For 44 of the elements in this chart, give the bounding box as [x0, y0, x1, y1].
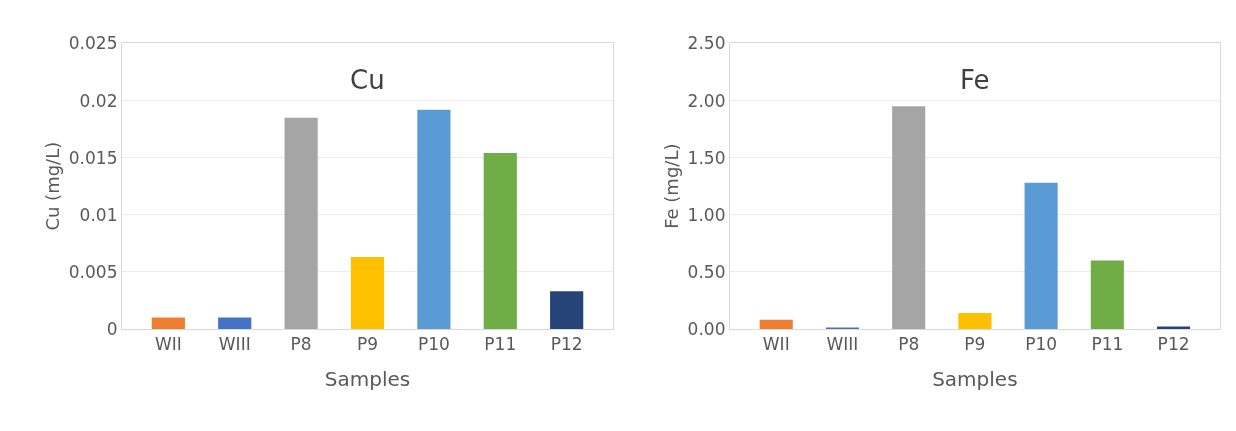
y-tick-label: 0: [106, 318, 118, 339]
bar: [417, 109, 451, 329]
bar: [1024, 182, 1058, 329]
bar: [350, 256, 385, 329]
bar: [759, 319, 793, 329]
y-tick-label: 0.02: [79, 90, 118, 111]
text: Cu: [350, 65, 385, 95]
y-tick-label: 0.015: [68, 147, 118, 168]
y-tick-label: 0.005: [68, 261, 118, 282]
bar: [958, 312, 992, 329]
x-tick-label: WII: [154, 334, 182, 355]
x-tick-label: P8: [898, 334, 920, 355]
y-axis-title: Fe (mg/L): [660, 143, 682, 229]
x-tick-label: P9: [356, 334, 379, 355]
bar: [151, 317, 185, 329]
x-axis-title: Samples: [324, 366, 411, 391]
bar: [892, 106, 926, 329]
y-axis-title: Cu (mg/L): [42, 141, 63, 231]
bar: [550, 291, 584, 329]
x-tick-label: P11: [484, 334, 517, 355]
y-tick-label: 0.50: [687, 261, 726, 282]
bar: [1090, 260, 1124, 329]
bar: [483, 153, 517, 329]
y-tick-label: 1.50: [687, 147, 726, 168]
x-tick-label: P11: [1091, 334, 1124, 355]
x-tick-label: P8: [290, 334, 312, 355]
x-tick-label: P12: [550, 334, 583, 355]
x-tick-label: WIII: [826, 334, 859, 355]
x-tick-label: P9: [964, 334, 986, 355]
x-tick-label: P10: [417, 334, 450, 355]
x-tick-label: P10: [1025, 334, 1058, 355]
x-tick-label: P12: [1157, 334, 1190, 355]
y-tick-label: 2.00: [687, 90, 726, 111]
y-tick-label: 2.50: [687, 33, 726, 54]
y-tick-label: 0.01: [79, 204, 118, 225]
bar: [284, 117, 318, 329]
y-tick-label: 0.025: [68, 33, 118, 54]
y-tick-label: 0.00: [687, 318, 726, 339]
text: Fe: [960, 65, 990, 95]
x-axis-title: Samples: [932, 366, 1018, 391]
x-tick-label: WIII: [218, 334, 251, 355]
y-tick-label: 1.00: [687, 204, 726, 225]
bar: [218, 317, 252, 329]
x-tick-label: WII: [762, 334, 790, 355]
